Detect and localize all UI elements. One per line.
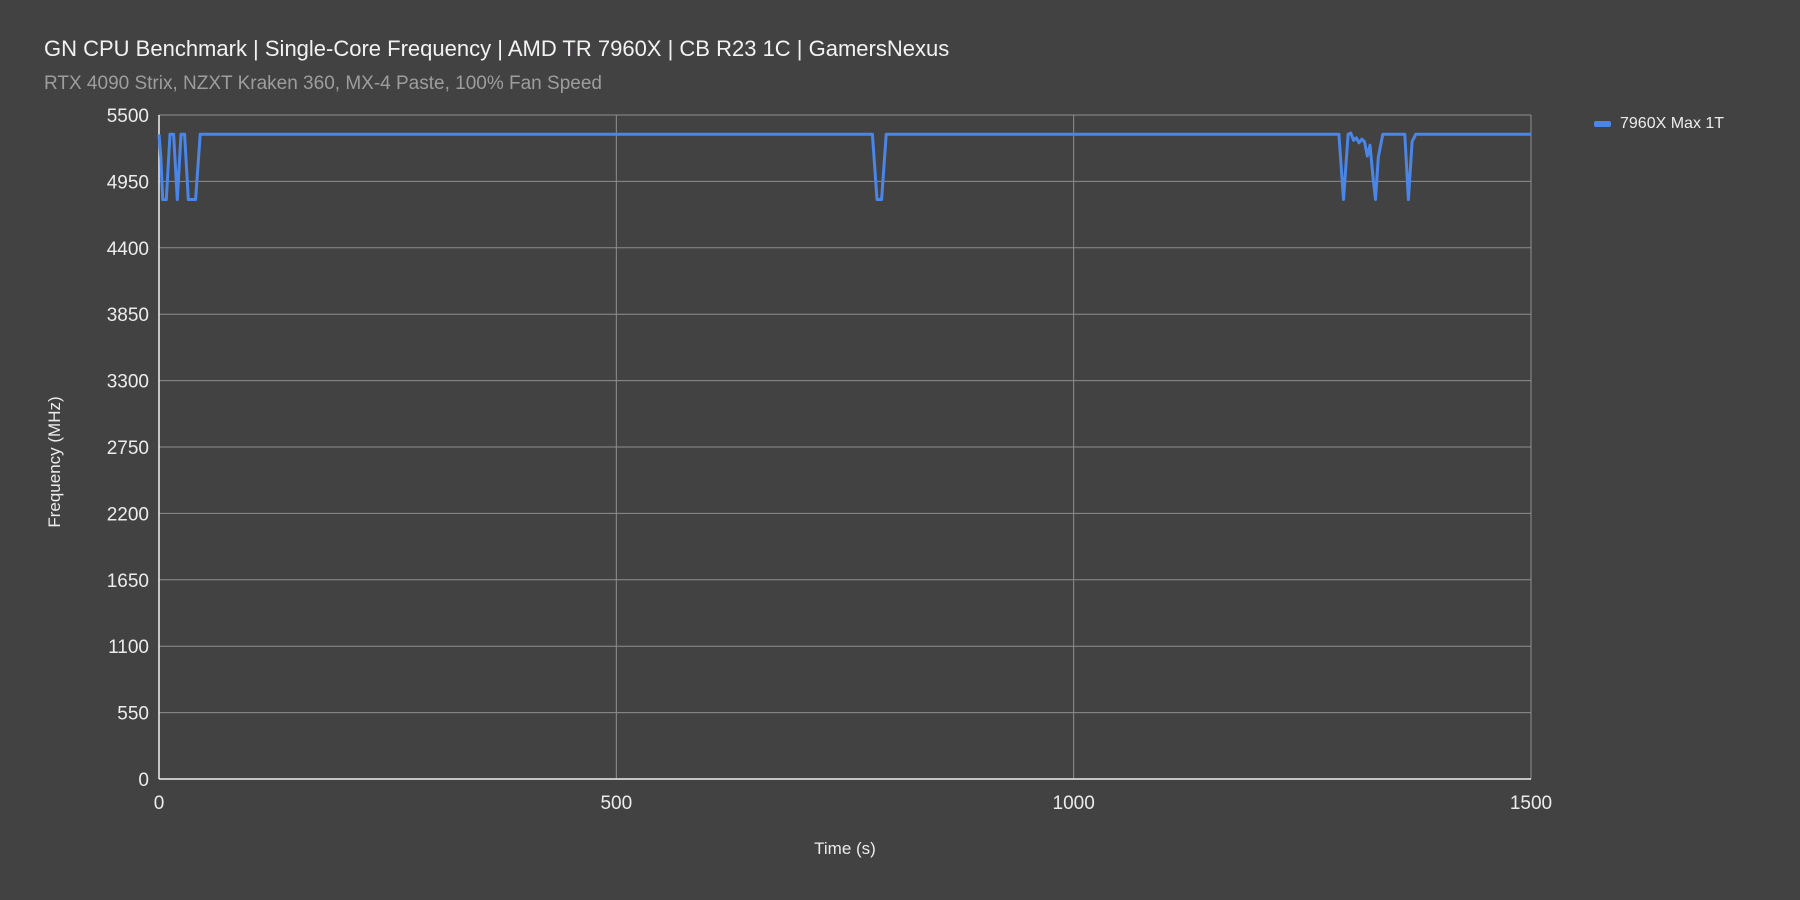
chart-subtitle: RTX 4090 Strix, NZXT Kraken 360, MX-4 Pa… — [44, 73, 602, 94]
y-tick-label: 5500 — [107, 106, 149, 127]
y-tick-label: 1650 — [107, 571, 149, 592]
y-tick-label: 0 — [138, 770, 149, 791]
y-tick-label: 3850 — [107, 305, 149, 326]
chart-title: GN CPU Benchmark | Single-Core Frequency… — [44, 36, 950, 61]
y-tick-label: 2750 — [107, 438, 149, 459]
legend-label: 7960X Max 1T — [1620, 115, 1725, 132]
x-tick-label: 1000 — [1053, 793, 1095, 814]
x-tick-label: 0 — [154, 793, 165, 814]
y-tick-label: 3300 — [107, 372, 149, 393]
legend: 7960X Max 1T — [1594, 115, 1724, 133]
y-tick-label: 4950 — [107, 172, 149, 193]
x-axis-title: Time (s) — [814, 839, 876, 858]
tick-labels: 0 550 1100 1650 2200 2750 3300 3850 4400 4950 5500… — [107, 106, 1552, 814]
y-tick-label: 2200 — [107, 504, 149, 525]
y-tick-label: 1100 — [108, 637, 149, 658]
y-tick-label: 550 — [117, 704, 149, 725]
x-tick-label: 500 — [600, 793, 632, 814]
series-lines — [157, 131, 1531, 201]
axes — [158, 115, 1531, 780]
y-tick-label: 4400 — [107, 239, 149, 260]
x-tick-label: 1500 — [1510, 793, 1552, 814]
gridlines — [159, 114, 1532, 779]
legend-swatch — [1594, 121, 1611, 127]
series-line — [157, 131, 1531, 201]
y-axis-title: Frequency (MHz) — [45, 396, 64, 527]
